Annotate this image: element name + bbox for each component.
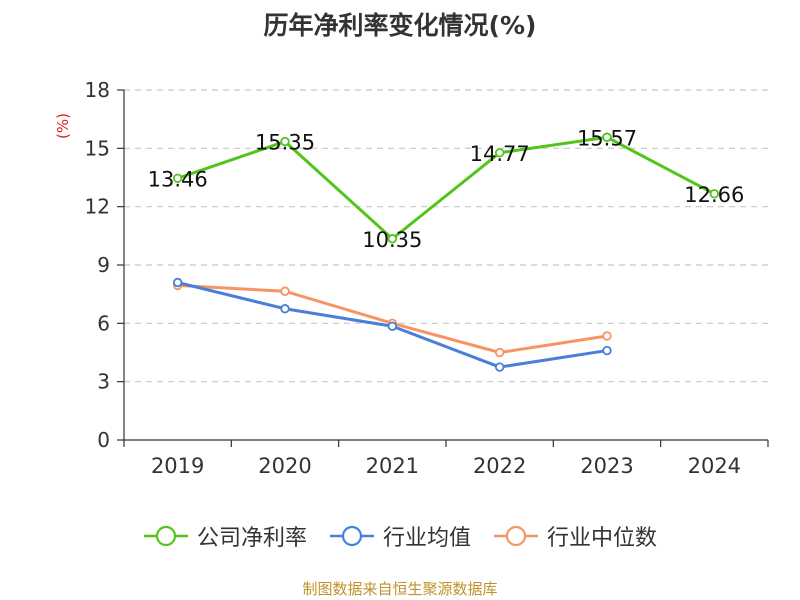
data-point <box>387 321 398 331</box>
legend-item[interactable]: 行业中位数 <box>493 520 657 552</box>
data-label: 14.77 <box>470 142 530 166</box>
legend-swatch <box>329 525 374 547</box>
y-tick-label: 9 <box>97 253 110 277</box>
x-tick-label: 2023 <box>580 454 633 478</box>
data-label: 12.66 <box>684 183 744 207</box>
legend-label: 行业均值 <box>382 526 471 551</box>
axes: 0 3 6 9 12 15 18 (%) 2019 2020 2021 2022 2023 2024 <box>54 78 769 478</box>
data-point <box>280 286 290 296</box>
data-label: 10.35 <box>362 228 422 252</box>
y-axis-label: (%) <box>54 113 72 139</box>
data-point <box>172 277 183 288</box>
data-labels: 13.46 15.35 10.35 14.77 15.57 12.66 <box>148 126 745 252</box>
legend-swatch <box>494 525 538 547</box>
source-note: 制图数据来自恒生聚源数据库 <box>302 580 498 598</box>
chart-title: 历年净利率变化情况(%) <box>263 11 537 40</box>
y-tick-label: 6 <box>97 311 110 335</box>
legend-item[interactable]: 行业均值 <box>329 520 471 552</box>
x-tick-label: 2022 <box>473 454 526 478</box>
legend-swatch <box>143 525 188 547</box>
data-point <box>280 136 290 147</box>
data-point <box>602 132 612 142</box>
data-point <box>602 331 612 341</box>
data-point <box>280 304 290 314</box>
data-point <box>494 362 505 372</box>
legend: 公司净利率 行业均值 行业中位数 <box>0 520 800 552</box>
y-tick-label: 0 <box>97 428 110 452</box>
data-label: 15.57 <box>577 126 637 150</box>
data-point <box>172 173 183 183</box>
y-tick-label: 12 <box>85 195 110 219</box>
x-tick-label: 2019 <box>151 454 204 478</box>
legend-label: 公司净利率 <box>196 526 307 551</box>
data-point <box>494 148 505 158</box>
y-tick-label: 3 <box>97 370 110 394</box>
x-tick-label: 2024 <box>688 454 741 478</box>
series-line <box>177 135 716 241</box>
data-label: 13.46 <box>148 167 208 191</box>
legend-item[interactable]: 公司净利率 <box>143 520 307 552</box>
y-tick-label: 15 <box>85 136 110 160</box>
data-point <box>387 234 398 244</box>
data-point <box>709 189 720 199</box>
data-point <box>494 347 505 358</box>
data-label: 15.35 <box>255 131 315 155</box>
x-tick-label: 2020 <box>258 454 311 478</box>
x-tick-label: 2021 <box>366 454 419 478</box>
series-lines <box>172 132 720 372</box>
y-tick-label: 18 <box>85 78 110 102</box>
data-point <box>602 345 612 356</box>
legend-label: 行业中位数 <box>547 526 658 551</box>
grid-lines <box>124 89 768 383</box>
